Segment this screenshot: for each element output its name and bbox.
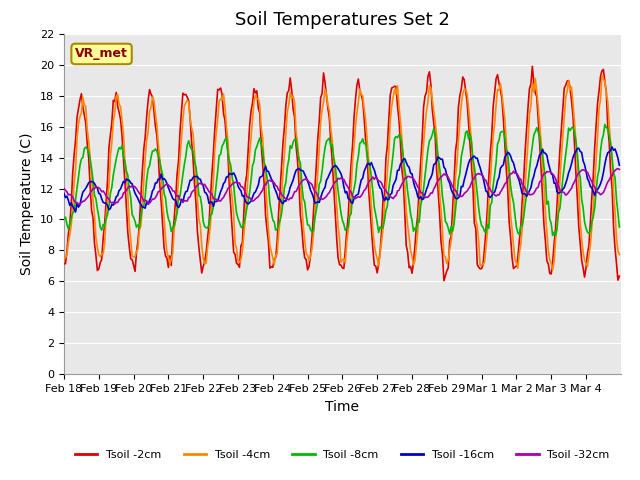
- Tsoil -8cm: [601, 121, 609, 127]
- Tsoil -32cm: [612, 167, 620, 172]
- Tsoil -8cm: [79, 155, 86, 160]
- Tsoil -32cm: [75, 202, 83, 207]
- Line: Tsoil -16cm: Tsoil -16cm: [64, 147, 620, 212]
- Tsoil -32cm: [81, 198, 88, 204]
- Tsoil -4cm: [598, 72, 606, 78]
- Tsoil -8cm: [616, 224, 623, 230]
- Tsoil -8cm: [614, 209, 621, 215]
- Tsoil -16cm: [81, 188, 88, 193]
- Tsoil -2cm: [616, 273, 623, 279]
- Tsoil -4cm: [614, 248, 621, 254]
- Tsoil -8cm: [539, 150, 547, 156]
- Tsoil -8cm: [60, 216, 68, 222]
- Tsoil -32cm: [60, 186, 68, 192]
- Tsoil -32cm: [616, 167, 623, 172]
- Y-axis label: Soil Temperature (C): Soil Temperature (C): [20, 133, 35, 275]
- Tsoil -8cm: [552, 233, 559, 239]
- Tsoil -8cm: [456, 171, 464, 177]
- Tsoil -32cm: [348, 189, 355, 195]
- Line: Tsoil -2cm: Tsoil -2cm: [64, 66, 620, 281]
- Tsoil -16cm: [458, 183, 465, 189]
- Tsoil -32cm: [458, 194, 465, 200]
- Tsoil -2cm: [614, 277, 621, 283]
- Tsoil -16cm: [616, 162, 623, 168]
- Tsoil -16cm: [98, 196, 106, 202]
- Tsoil -16cm: [348, 199, 355, 205]
- Line: Tsoil -8cm: Tsoil -8cm: [64, 124, 620, 236]
- Tsoil -8cm: [346, 213, 353, 219]
- Tsoil -4cm: [97, 254, 104, 260]
- Tsoil -2cm: [346, 185, 353, 191]
- Tsoil -4cm: [539, 163, 547, 169]
- Tsoil -8cm: [97, 225, 104, 230]
- Tsoil -2cm: [60, 261, 68, 266]
- Tsoil -16cm: [72, 209, 79, 215]
- X-axis label: Time: Time: [325, 400, 360, 414]
- Tsoil -2cm: [458, 86, 465, 92]
- Tsoil -16cm: [614, 155, 621, 161]
- Tsoil -4cm: [456, 119, 464, 124]
- Tsoil -4cm: [549, 267, 557, 273]
- Tsoil -2cm: [529, 63, 536, 69]
- Tsoil -16cm: [540, 150, 548, 156]
- Tsoil -2cm: [79, 104, 86, 109]
- Tsoil -2cm: [440, 278, 448, 284]
- Tsoil -32cm: [540, 171, 548, 177]
- Tsoil -2cm: [541, 238, 549, 244]
- Tsoil -16cm: [608, 144, 616, 150]
- Tsoil -4cm: [346, 212, 353, 218]
- Title: Soil Temperatures Set 2: Soil Temperatures Set 2: [235, 11, 450, 29]
- Tsoil -32cm: [614, 166, 621, 171]
- Text: VR_met: VR_met: [75, 48, 128, 60]
- Tsoil -2cm: [97, 260, 104, 265]
- Line: Tsoil -32cm: Tsoil -32cm: [64, 168, 620, 204]
- Tsoil -4cm: [60, 254, 68, 260]
- Legend: Tsoil -2cm, Tsoil -4cm, Tsoil -8cm, Tsoil -16cm, Tsoil -32cm: Tsoil -2cm, Tsoil -4cm, Tsoil -8cm, Tsoi…: [70, 445, 614, 464]
- Tsoil -4cm: [79, 95, 86, 100]
- Line: Tsoil -4cm: Tsoil -4cm: [64, 75, 620, 270]
- Tsoil -4cm: [616, 252, 623, 257]
- Tsoil -16cm: [60, 191, 68, 196]
- Tsoil -32cm: [98, 189, 106, 195]
